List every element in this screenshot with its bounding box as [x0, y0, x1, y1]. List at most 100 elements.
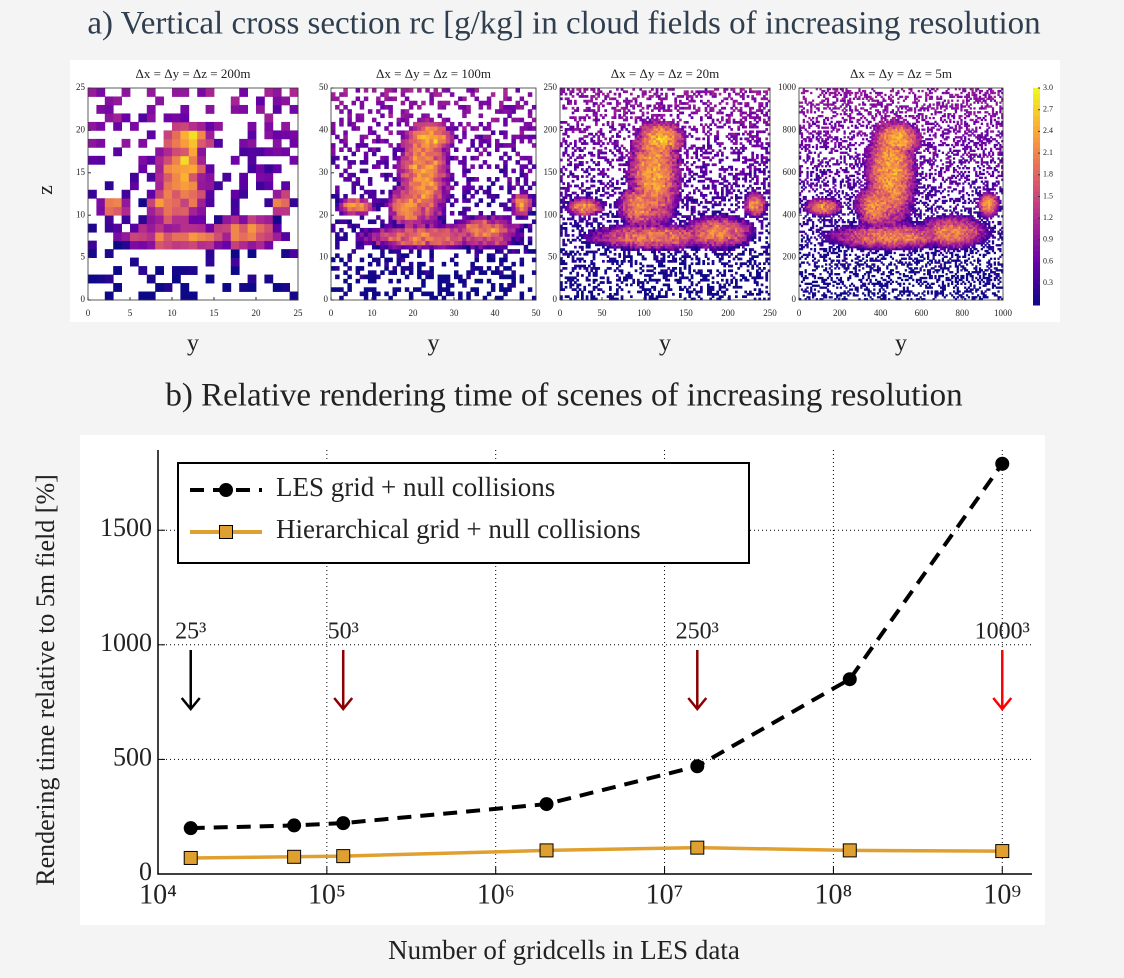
- cloud-cell: [531, 143, 537, 148]
- cloud-cell: [590, 295, 594, 299]
- cloud-cell: [511, 104, 516, 110]
- cloud-cell: [651, 208, 654, 211]
- cloud-cell: [658, 201, 661, 204]
- cloud-cell: [454, 155, 459, 161]
- cloud-cell: [376, 261, 381, 267]
- cloud-cell: [641, 182, 645, 185]
- cloud-cell: [583, 198, 587, 202]
- cloud-cell: [618, 102, 622, 105]
- cloud-cell: [674, 179, 678, 183]
- cloud-cell: [634, 179, 638, 183]
- cloud-cell: [466, 177, 471, 182]
- cloud-cell: [396, 232, 402, 237]
- cloud-cell: [637, 153, 640, 157]
- cloud-cell: [648, 142, 652, 145]
- cloud-cell: [672, 234, 675, 237]
- cloud-cell: [648, 135, 652, 138]
- cloud-cell: [711, 186, 715, 190]
- cloud-cell: [482, 100, 488, 106]
- cloud-cell: [690, 231, 694, 235]
- cloud-cell: [429, 240, 434, 246]
- cloud-cell: [681, 248, 685, 251]
- cloud-cell: [376, 236, 381, 242]
- cloud-cell: [470, 215, 475, 220]
- cloud-cell: [646, 186, 650, 190]
- cloud-cell: [616, 135, 619, 138]
- cloud-cell: [523, 215, 529, 220]
- cloud-cell: [637, 158, 640, 162]
- cloud-cell: [359, 215, 365, 220]
- cloud-cell: [560, 288, 563, 291]
- cloud-cell: [716, 222, 720, 226]
- cloud-cell: [674, 248, 678, 251]
- cloud-cell: [188, 181, 198, 191]
- cloud-cell: [655, 163, 659, 167]
- cloud-cell: [688, 271, 692, 275]
- cloud-cell: [146, 172, 156, 182]
- cloud-cell: [681, 245, 685, 249]
- cloud-cell: [630, 238, 633, 242]
- cloud-cell: [609, 184, 612, 188]
- cloud-cell: [679, 156, 682, 160]
- cloud-cell: [688, 106, 692, 110]
- cloud-cell: [571, 257, 575, 261]
- cloud-cell: [676, 172, 680, 176]
- cloud-cell: [707, 130, 710, 134]
- cloud-cell: [104, 113, 114, 123]
- cloud-cell: [470, 219, 475, 225]
- cloud-cell: [486, 240, 492, 246]
- cloud-cell: [437, 143, 443, 148]
- cloud-cell: [413, 121, 418, 127]
- cloud-cell: [669, 146, 673, 150]
- cloud-cell: [716, 238, 720, 242]
- cloud-cell: [644, 186, 647, 190]
- cloud-cell: [433, 151, 438, 157]
- cloud-cell: [653, 137, 657, 141]
- cloud-cell: [376, 121, 381, 127]
- cloud-cell: [665, 92, 668, 96]
- cloud-cell: [449, 121, 455, 127]
- cloud-cell: [531, 219, 537, 225]
- cloud-cell: [667, 128, 671, 131]
- cloud-cell: [339, 206, 344, 212]
- y-tick-label: 0: [324, 294, 329, 304]
- cloud-cell: [470, 88, 475, 93]
- cloud-cell: [674, 241, 678, 244]
- cloud-cell: [644, 161, 647, 164]
- cloud-cell: [511, 202, 516, 208]
- cloud-cell: [690, 229, 694, 233]
- cloud-cell: [639, 151, 643, 155]
- cloud-cell: [331, 287, 336, 292]
- cloud-cell: [653, 203, 657, 207]
- cloud-cell: [574, 198, 577, 202]
- cloud-cell: [693, 248, 696, 251]
- cloud-cell: [690, 224, 694, 228]
- cloud-cell: [700, 217, 703, 221]
- cloud-cell: [585, 102, 589, 105]
- cloud-cell: [623, 255, 626, 258]
- cloud-cell: [700, 194, 703, 197]
- cloud-cell: [396, 236, 402, 242]
- cloud-cell: [417, 151, 422, 157]
- cloud-cell: [718, 243, 722, 247]
- cloud-cell: [630, 182, 633, 185]
- cloud-cell: [646, 163, 650, 167]
- cloud-cell: [646, 210, 650, 214]
- cloud-cell: [417, 121, 422, 127]
- cloud-cell: [585, 196, 589, 200]
- cloud-cell: [686, 201, 689, 204]
- cloud-cell: [205, 172, 215, 182]
- cloud-cell: [709, 236, 713, 240]
- cloud-cell: [388, 104, 393, 110]
- cloud-cell: [648, 163, 652, 167]
- cloud-cell: [602, 142, 605, 145]
- cloud-cell: [519, 138, 525, 144]
- cloud-cell: [515, 151, 520, 157]
- cloud-cell: [462, 227, 467, 233]
- cloud-cell: [613, 259, 617, 263]
- cloud-cell: [384, 202, 389, 208]
- cloud-cell: [686, 168, 689, 171]
- cloud-cell: [367, 219, 373, 225]
- cloud-cell: [567, 201, 570, 204]
- cloud-cell: [646, 184, 650, 188]
